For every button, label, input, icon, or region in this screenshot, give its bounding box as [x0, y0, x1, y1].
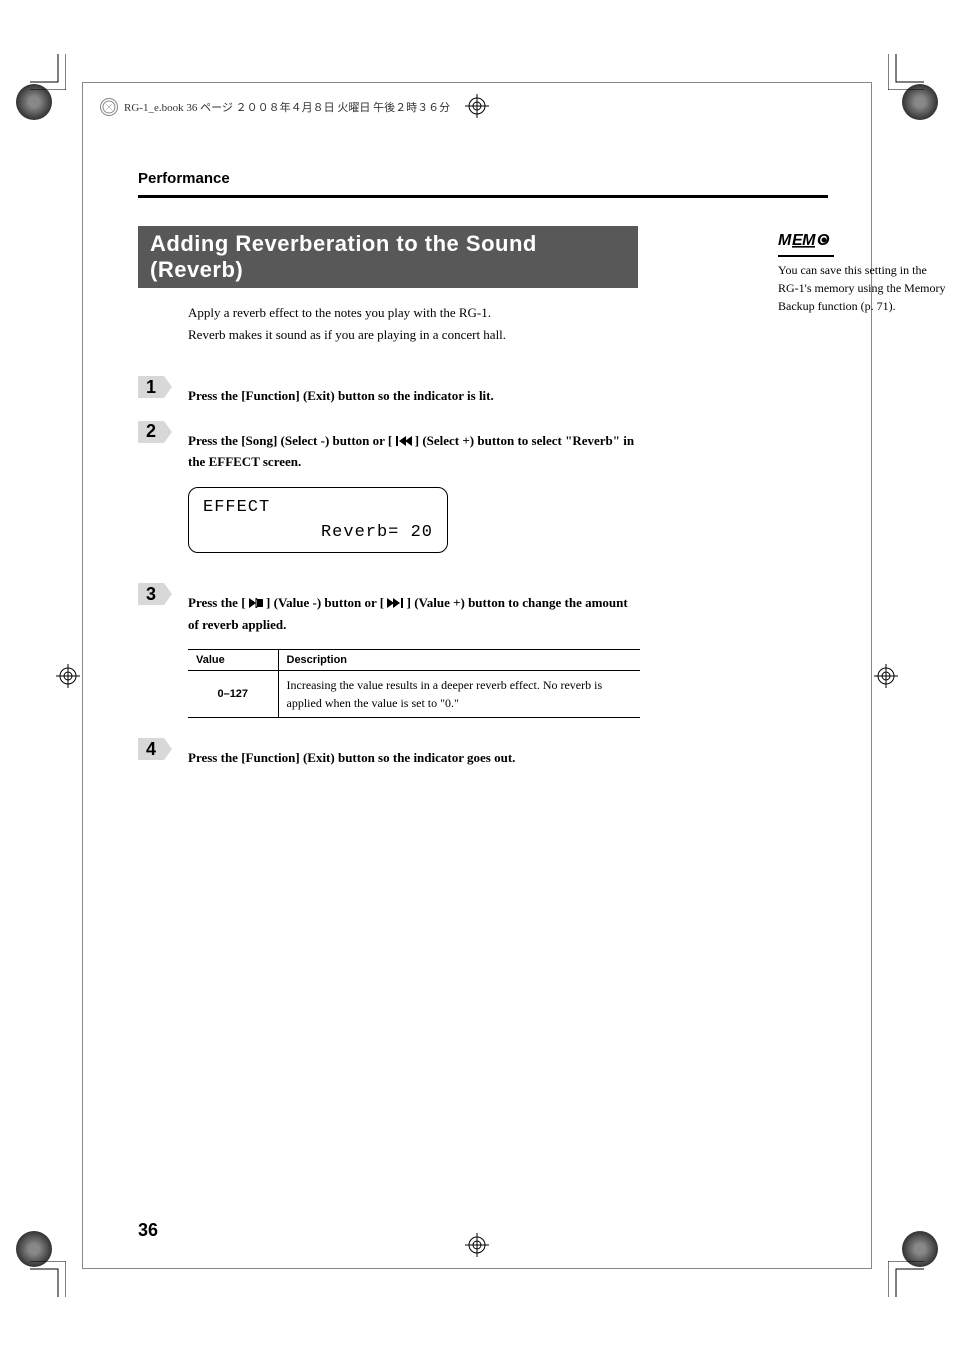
- step-2: 2 Press the [Song] (Select -) button or …: [138, 421, 828, 473]
- main-title-box: Adding Reverberation to the Sound (Rever…: [138, 226, 638, 288]
- step-number-box: 1: [138, 376, 164, 398]
- step-1: 1 Press the [Function] (Exit) button so …: [138, 376, 828, 407]
- lcd-line2: Reverb= 20: [203, 523, 433, 542]
- play-stop-icon: [249, 594, 263, 615]
- main-title: Adding Reverberation to the Sound (Rever…: [150, 231, 626, 283]
- parameter-table: Value Description 0–127 Increasing the v…: [188, 649, 640, 718]
- page-number: 36: [138, 1220, 158, 1241]
- svg-text:EM: EM: [792, 232, 816, 249]
- fast-forward-icon: [387, 594, 403, 615]
- memo-label: M EM O: [778, 230, 834, 257]
- step-4-text: Press the [Function] (Exit) button so th…: [188, 738, 638, 769]
- lcd-screen: EFFECT Reverb= 20: [188, 487, 448, 553]
- memo-box: M EM O You can save this setting in the …: [778, 230, 948, 315]
- registration-mark-left: [56, 664, 80, 688]
- table-row: 0–127 Increasing the value results in a …: [188, 671, 640, 718]
- crop-mark-tr: [888, 54, 924, 90]
- step-number: 2: [146, 421, 156, 442]
- crop-mark-tl: [30, 54, 66, 90]
- memo-icon: M EM O: [778, 230, 834, 250]
- section-title: Performance: [138, 170, 828, 187]
- crop-mark-bl: [30, 1261, 66, 1297]
- crop-mark-br: [888, 1261, 924, 1297]
- step-number-box: 4: [138, 738, 164, 760]
- step-4: 4 Press the [Function] (Exit) button so …: [138, 738, 828, 769]
- book-icon: [100, 98, 118, 116]
- step-2-text: Press the [Song] (Select -) button or [ …: [188, 421, 638, 473]
- table-cell-value: 0–127: [188, 671, 278, 718]
- step-number: 4: [146, 739, 156, 760]
- registration-mark-right: [874, 664, 898, 688]
- table-cell-description: Increasing the value results in a deeper…: [278, 671, 640, 718]
- svg-text:M: M: [778, 232, 792, 249]
- step-1-text: Press the [Function] (Exit) button so th…: [188, 376, 638, 407]
- memo-text: You can save this setting in the RG-1's …: [778, 261, 948, 315]
- rewind-icon: [396, 432, 412, 453]
- intro-line1: Apply a reverb effect to the notes you p…: [188, 302, 628, 324]
- step-3-text: Press the [ ] (Value -) button or [ ] (V…: [188, 583, 638, 635]
- header-text: RG-1_e.book 36 ページ ２００８年４月８日 火曜日 午後２時３６分: [124, 99, 450, 115]
- step-3: 3 Press the [ ] (Value -) button or [ ] …: [138, 583, 828, 635]
- page-content: Performance Adding Reverberation to the …: [138, 170, 828, 783]
- intro-text: Apply a reverb effect to the notes you p…: [188, 302, 628, 346]
- step-number: 3: [146, 584, 156, 605]
- lcd-line1: EFFECT: [203, 498, 433, 517]
- intro-line2: Reverb makes it sound as if you are play…: [188, 324, 628, 346]
- table-header-value: Value: [188, 650, 278, 671]
- step-number: 1: [146, 377, 156, 398]
- header-metadata: RG-1_e.book 36 ページ ２００８年４月８日 火曜日 午後２時３６分: [100, 98, 854, 116]
- step-number-box: 2: [138, 421, 164, 443]
- title-rule: [138, 195, 828, 198]
- table-header-description: Description: [278, 650, 640, 671]
- step-number-box: 3: [138, 583, 164, 605]
